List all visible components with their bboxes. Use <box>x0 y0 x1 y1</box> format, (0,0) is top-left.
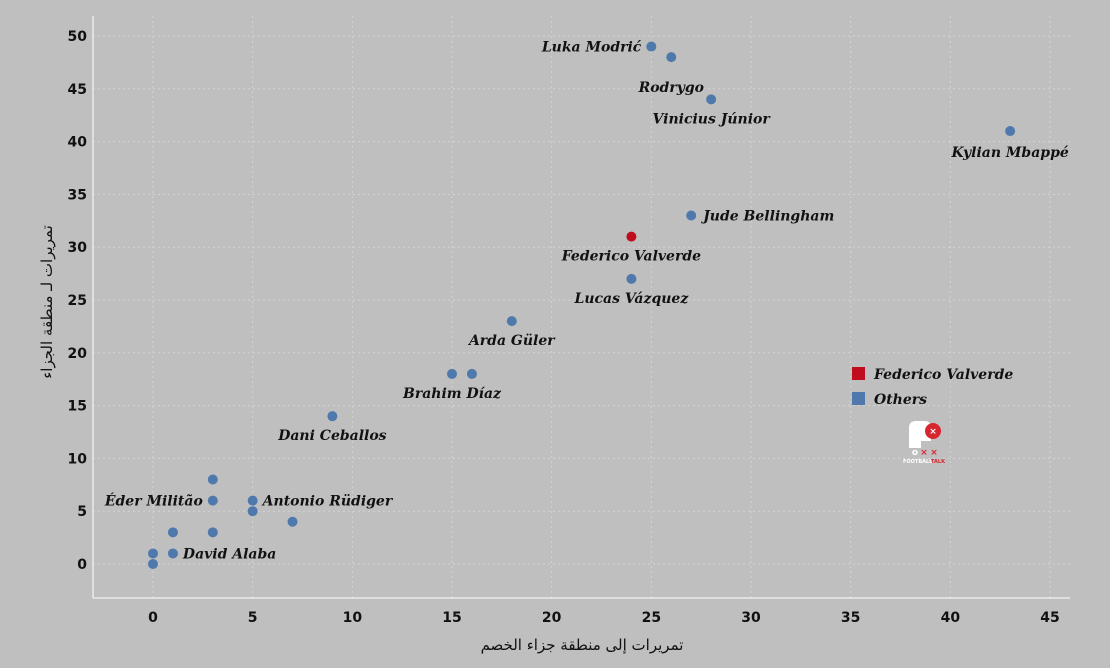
y-tick-label: 30 <box>68 240 88 256</box>
y-tick-label: 10 <box>68 451 88 467</box>
logo-text-white: FOOTBALL <box>903 459 933 465</box>
football-talk-logo-icon: × o × × FOOTBALL TALK <box>903 421 946 465</box>
x-tick-label: 15 <box>442 610 461 626</box>
y-tick-label: 50 <box>68 29 88 45</box>
y-tick-label: 15 <box>68 399 87 415</box>
point-other <box>207 495 218 506</box>
point-other <box>686 210 697 221</box>
svg-text:×: × <box>929 427 937 437</box>
x-tick-label: 45 <box>1040 610 1059 626</box>
x-tick-label: 10 <box>343 610 363 626</box>
y-axis-title: تمريرات لـ منطقة الجزاء <box>38 225 56 379</box>
point-label: Jude Bellingham <box>700 209 834 225</box>
x-tick-label: 25 <box>642 610 661 626</box>
point-label: Rodrygo <box>638 80 704 96</box>
point-other <box>167 527 178 538</box>
point-label: Dani Ceballos <box>277 428 386 444</box>
axes <box>92 16 1070 599</box>
point-other <box>287 516 298 527</box>
point-other <box>706 94 717 105</box>
legend-label-valverde: Federico Valverde <box>873 367 1013 383</box>
point-other <box>626 273 637 284</box>
point-other <box>1005 126 1016 137</box>
point-label: Luka Modrić <box>541 40 642 56</box>
point-other <box>167 548 178 559</box>
y-tick-label: 5 <box>77 504 87 520</box>
y-tick-label: 20 <box>68 346 88 362</box>
point-other <box>207 474 218 485</box>
point-other <box>646 41 657 52</box>
x-tick-label: 30 <box>741 610 761 626</box>
point-label: Kylian Mbappé <box>950 145 1068 161</box>
point-label: Vinicius Júnior <box>653 111 772 127</box>
point-label: Brahim Díaz <box>402 386 502 402</box>
point-other <box>466 368 477 379</box>
point-other <box>148 559 158 569</box>
point-label: Arda Güler <box>467 333 556 349</box>
point-valverde <box>626 231 637 242</box>
point-other <box>447 368 457 379</box>
point-label: Éder Militão <box>104 492 203 510</box>
x-tick-label: 35 <box>841 610 860 626</box>
legend: Federico Valverde Others <box>852 367 1013 408</box>
svg-text:×: × <box>920 448 928 458</box>
x-tick-labels: 0 5 10 15 20 25 30 35 40 45 <box>148 610 1060 626</box>
y-tick-label: 25 <box>68 293 87 309</box>
y-tick-label: 40 <box>68 135 88 151</box>
x-axis-title: تمريرات إلى منطقة جزاء الخصم <box>481 636 684 654</box>
point-other <box>207 527 218 538</box>
logo-text-red: TALK <box>931 459 946 465</box>
point-other <box>247 495 258 506</box>
point-labels: Federico Valverde Luka Modrić Rodrygo Vinic… <box>104 40 1069 563</box>
x-tick-label: 0 <box>148 610 158 626</box>
x-tick-label: 5 <box>248 610 258 626</box>
point-label: Lucas Vázquez <box>573 291 689 307</box>
legend-swatch-others <box>852 392 865 405</box>
y-tick-label: 35 <box>68 187 87 203</box>
y-tick-labels: 0 5 10 15 20 25 30 35 40 45 50 <box>68 29 88 573</box>
y-tick-label: 0 <box>77 557 87 573</box>
point-other <box>506 316 517 327</box>
point-label: Federico Valverde <box>561 249 701 265</box>
legend-label-others: Others <box>874 392 927 408</box>
point-label: Antonio Rüdiger <box>261 494 394 510</box>
point-other <box>148 548 158 559</box>
grid-lines <box>93 16 1070 598</box>
y-tick-label: 45 <box>68 82 87 98</box>
x-tick-label: 40 <box>941 610 961 626</box>
svg-text:×: × <box>930 448 938 458</box>
x-tick-label: 20 <box>542 610 562 626</box>
data-points <box>148 41 1016 569</box>
point-label: David Alaba <box>182 546 276 562</box>
point-other <box>666 52 677 63</box>
point-other <box>247 506 258 517</box>
point-other <box>327 411 338 422</box>
legend-swatch-valverde <box>852 367 865 380</box>
svg-text:o: o <box>912 448 918 458</box>
